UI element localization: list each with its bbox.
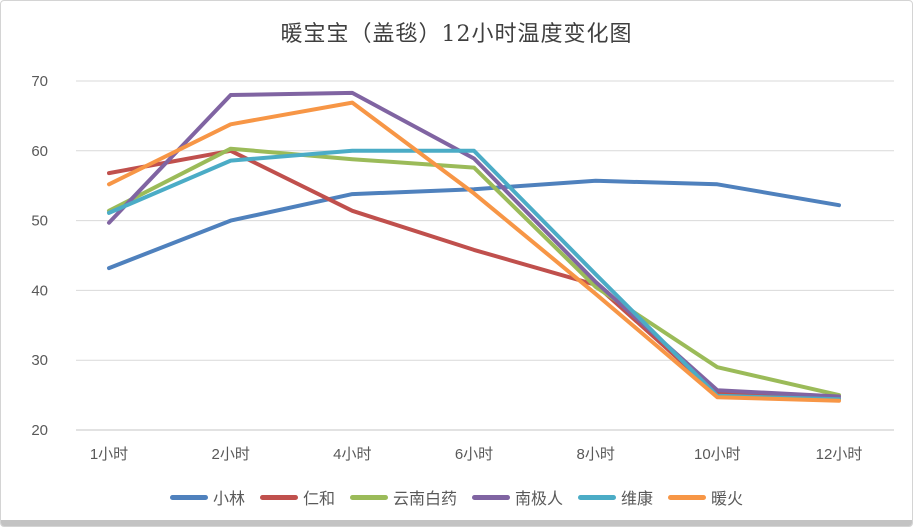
series-line-南极人	[107, 90, 841, 399]
legend-swatch	[668, 494, 707, 500]
legend-swatch	[578, 494, 617, 500]
legend-item-仁和: 仁和	[259, 485, 335, 509]
series-line-云南白药	[107, 146, 841, 398]
y-tick-label: 20	[31, 422, 48, 439]
chart-title: 暖宝宝（盖毯）12小时温度变化图	[280, 22, 633, 47]
x-tick-label: 2小时	[211, 446, 249, 463]
legend-label: 云南白药	[392, 491, 457, 508]
x-tick-label: 1小时	[90, 446, 128, 463]
legend-label: 小林	[212, 491, 245, 508]
legend-item-南极人: 南极人	[472, 485, 563, 509]
legend-swatch	[169, 494, 208, 500]
x-tick-label: 6小时	[455, 446, 493, 463]
legend-label: 南极人	[515, 491, 564, 508]
legend-swatch	[472, 494, 510, 500]
series-line-小林	[107, 178, 841, 271]
legend-label: 维康	[621, 491, 654, 508]
legend-item-云南白药: 云南白药	[349, 485, 457, 509]
legend-swatch	[349, 494, 388, 500]
legend-label: 仁和	[302, 491, 335, 508]
legend: 小林 仁和 云南白药 南极人 维康 暖火	[1, 485, 912, 509]
x-tick-label: 12小时	[816, 446, 863, 463]
y-tick-label: 70	[31, 73, 48, 90]
legend-item-维康: 维康	[578, 485, 653, 509]
y-tick-label: 40	[31, 282, 48, 299]
series-line-暖火	[107, 100, 841, 403]
legend-item-小林: 小林	[169, 485, 245, 509]
x-tick-label: 8小时	[576, 446, 614, 463]
x-tick-label: 10小时	[694, 446, 741, 463]
y-tick-label: 60	[31, 143, 48, 160]
y-tick-label: 50	[31, 213, 48, 230]
legend-label: 暖火	[711, 491, 744, 508]
legend-swatch	[259, 494, 298, 500]
legend-item-暖火: 暖火	[668, 485, 743, 509]
y-tick-label: 30	[31, 352, 48, 369]
x-tick-label: 4小时	[333, 446, 371, 463]
window-bottom-edge	[1, 520, 912, 526]
